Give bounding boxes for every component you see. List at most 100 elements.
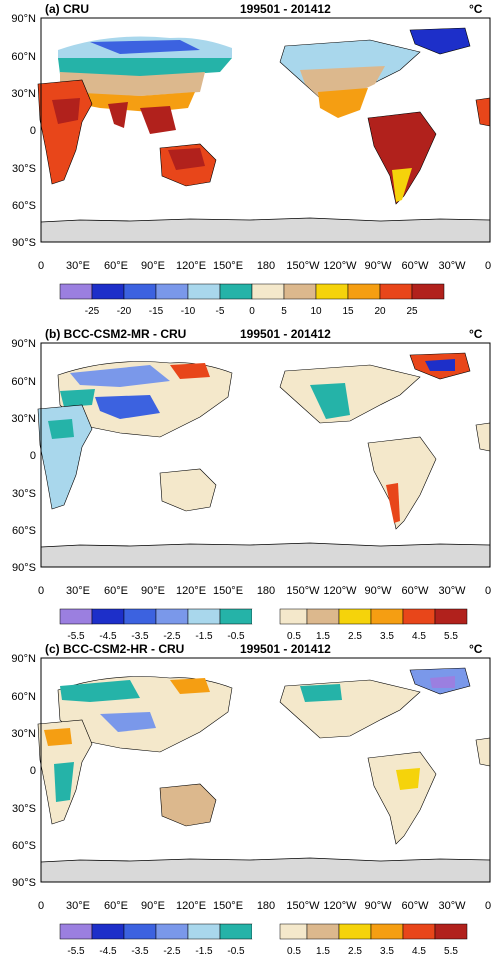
lon-tick: 180 — [257, 585, 275, 597]
colorbar-swatch — [59, 608, 93, 625]
map-frame — [37, 657, 491, 883]
lon-tick: 0 — [485, 900, 491, 912]
colorbar-label: 1.5 — [316, 946, 330, 957]
north-america — [279, 364, 421, 424]
longitude-axis: 0 30°E 60°E 90°E 120°E 150°E 180 150°W 1… — [38, 900, 491, 912]
map-border — [40, 657, 491, 883]
unit-label: °C — [469, 327, 483, 341]
lon-tick: 120°E — [176, 900, 206, 912]
siberia-anomaly — [70, 365, 170, 387]
colorbar-swatch — [187, 283, 221, 300]
se-asia — [140, 106, 176, 134]
panel-title: (a) CRU — [45, 2, 89, 16]
colorbar-label: -15 — [149, 306, 164, 317]
colorbar-label: -5.5 — [67, 631, 85, 642]
colorbar-label: 15 — [342, 306, 354, 317]
unit-label: °C — [469, 642, 483, 656]
antarctica — [40, 542, 491, 568]
map-border — [40, 342, 491, 568]
colorbar-swatch — [306, 608, 340, 625]
colorbar-label: -2.5 — [163, 946, 181, 957]
colorbar-label: -1.5 — [195, 631, 213, 642]
colorbar-swatch — [338, 608, 372, 625]
lat-tick: 30°S — [12, 163, 36, 175]
lon-tick: 150°W — [286, 900, 320, 912]
lon-tick: 60°W — [401, 900, 429, 912]
lat-tick: 60°S — [12, 200, 36, 212]
lon-tick: 60°E — [104, 585, 128, 597]
lon-tick: 60°W — [401, 260, 429, 272]
greenland-anomaly — [425, 359, 455, 371]
europe-anomaly — [60, 389, 95, 407]
lon-tick: 150°E — [213, 585, 243, 597]
south-america — [367, 436, 437, 530]
colorbar-swatch — [123, 923, 157, 940]
colorbar-swatch — [219, 923, 253, 940]
colorbar-swatch — [123, 283, 157, 300]
lat-tick: 90°S — [12, 562, 36, 574]
lat-tick: 90°S — [12, 877, 36, 889]
latitude-axis: 90°N 60°N 30°N 0 30°S 60°S 90°S — [11, 653, 36, 889]
colorbar-label: 1.5 — [316, 631, 330, 642]
lon-tick: 60°E — [104, 260, 128, 272]
colorbar-label: 0 — [249, 306, 255, 317]
lon-tick: 30°E — [66, 260, 90, 272]
colorbar-label: -4.5 — [99, 946, 117, 957]
lon-tick: 150°W — [286, 260, 320, 272]
lon-tick: 120°E — [176, 260, 206, 272]
period-label: 199501 - 201412 — [240, 327, 331, 341]
colorbar-swatch — [187, 608, 221, 625]
colorbar-label: 2.5 — [348, 946, 362, 957]
lon-tick: 90°W — [364, 900, 392, 912]
lon-tick: 150°W — [286, 585, 320, 597]
colorbar-label: -2.5 — [163, 631, 181, 642]
tibet-anomaly — [95, 395, 160, 419]
lat-tick: 0 — [30, 450, 36, 462]
colorbar-swatch — [283, 283, 317, 300]
brazil-anomaly — [396, 768, 420, 790]
alaska-anomaly — [300, 684, 342, 702]
lon-tick: 30°W — [438, 585, 466, 597]
lon-tick: 0 — [38, 900, 44, 912]
andes-anomaly — [386, 483, 400, 523]
south-america-south — [392, 168, 412, 202]
lon-tick: 150°E — [213, 260, 243, 272]
colorbar: -25 -20 -15 -10 -5 0 5 10 15 20 25 — [59, 283, 445, 317]
lat-tick: 60°N — [11, 51, 36, 63]
east-siberia-anomaly — [170, 678, 210, 694]
unit-label: °C — [469, 2, 483, 16]
lon-tick: 60°W — [401, 585, 429, 597]
colorbar-swatch — [219, 608, 253, 625]
period-label: 199501 - 201412 — [240, 642, 331, 656]
lon-tick: 0 — [38, 260, 44, 272]
lat-tick: 30°N — [11, 728, 36, 740]
north-america-south — [318, 88, 368, 118]
map-frame — [37, 17, 491, 243]
lat-tick: 60°S — [12, 840, 36, 852]
greenland-anomaly — [430, 676, 455, 688]
lon-tick: 90°E — [141, 900, 165, 912]
lon-tick: 0 — [38, 585, 44, 597]
map-frame — [37, 342, 491, 568]
colorbar: -5.5 -4.5 -3.5 -2.5 -1.5 -0.5 0.5 1.5 2.… — [59, 608, 468, 642]
colorbar-label: 0.5 — [287, 946, 301, 957]
lon-tick: 30°W — [438, 900, 466, 912]
lon-tick: 120°E — [176, 585, 206, 597]
colorbar-swatch — [91, 283, 125, 300]
lat-tick: 60°N — [11, 691, 36, 703]
lat-tick: 60°N — [11, 376, 36, 388]
lat-tick: 60°S — [12, 525, 36, 537]
colorbar-label: 4.5 — [412, 946, 426, 957]
india — [108, 102, 128, 128]
latitude-axis: 90°N 60°N 30°N 0 30°S 60°S 90°S — [11, 13, 36, 249]
colorbar-swatch — [434, 608, 468, 625]
colorbar-label: -0.5 — [227, 631, 245, 642]
colorbar-label: 5.5 — [444, 946, 458, 957]
rockies-anomaly — [310, 383, 350, 419]
antarctica — [40, 217, 491, 243]
colorbar-swatch — [123, 608, 157, 625]
lon-tick: 30°E — [66, 585, 90, 597]
tibet-anomaly — [100, 712, 156, 732]
colorbar-label: -0.5 — [227, 946, 245, 957]
colorbar-label: -20 — [117, 306, 132, 317]
